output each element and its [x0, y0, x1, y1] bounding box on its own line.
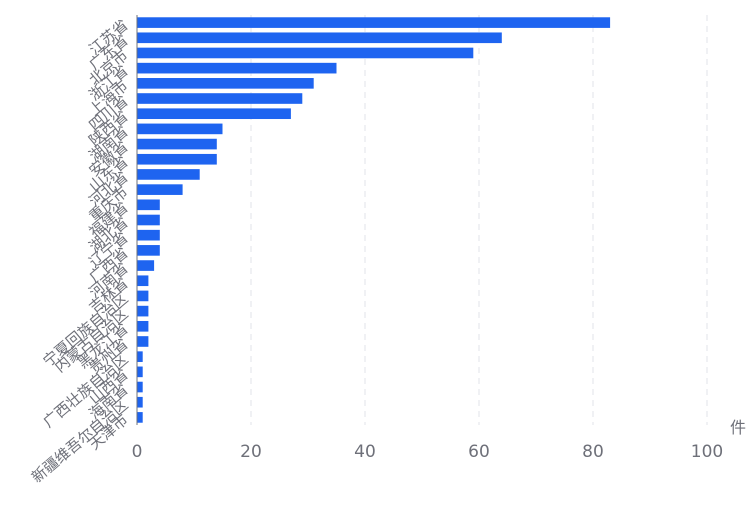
- bar: [137, 108, 291, 120]
- bar: [137, 260, 155, 271]
- bar: [137, 214, 160, 226]
- bar: [137, 336, 149, 347]
- bar: [137, 320, 149, 332]
- bar: [137, 153, 217, 165]
- bar: [137, 78, 314, 89]
- grid-lines: [250, 15, 708, 425]
- x-tick-label: 0: [132, 442, 143, 462]
- x-tick-label: 80: [582, 442, 604, 462]
- bars: [137, 17, 611, 423]
- bar: [137, 123, 223, 135]
- x-tick-label: 100: [691, 442, 723, 462]
- bar: [137, 381, 143, 393]
- bar: [137, 47, 474, 59]
- x-tick-label: 20: [240, 442, 262, 462]
- x-axis-unit-label: 件: [730, 418, 746, 437]
- bar: [137, 245, 160, 256]
- bar: [137, 169, 200, 180]
- bar: [137, 366, 143, 378]
- bar: [137, 351, 143, 362]
- bar: [137, 199, 160, 211]
- x-tick-label: 60: [468, 442, 490, 462]
- bar: [137, 412, 143, 423]
- bar: [137, 290, 149, 302]
- bar: [137, 229, 160, 241]
- x-axis-tick-labels: 0 20 40 60 80 100: [132, 442, 724, 462]
- bar: [137, 93, 303, 104]
- bar: [137, 32, 502, 44]
- x-tick-label: 40: [354, 442, 376, 462]
- y-axis-category-labels: 江苏省广东省北京市浙江省上海市四川省陕西省湖南省安徽省山东省河北省重庆市福建省湖…: [28, 16, 132, 487]
- bar: [137, 17, 611, 28]
- bar: [137, 184, 183, 195]
- y-category-label: 新疆维吾尔自治区: [28, 395, 132, 486]
- bar: [137, 305, 149, 317]
- bar: [137, 396, 143, 408]
- bar: [137, 275, 149, 287]
- bar: [137, 138, 217, 150]
- bar: [137, 62, 337, 74]
